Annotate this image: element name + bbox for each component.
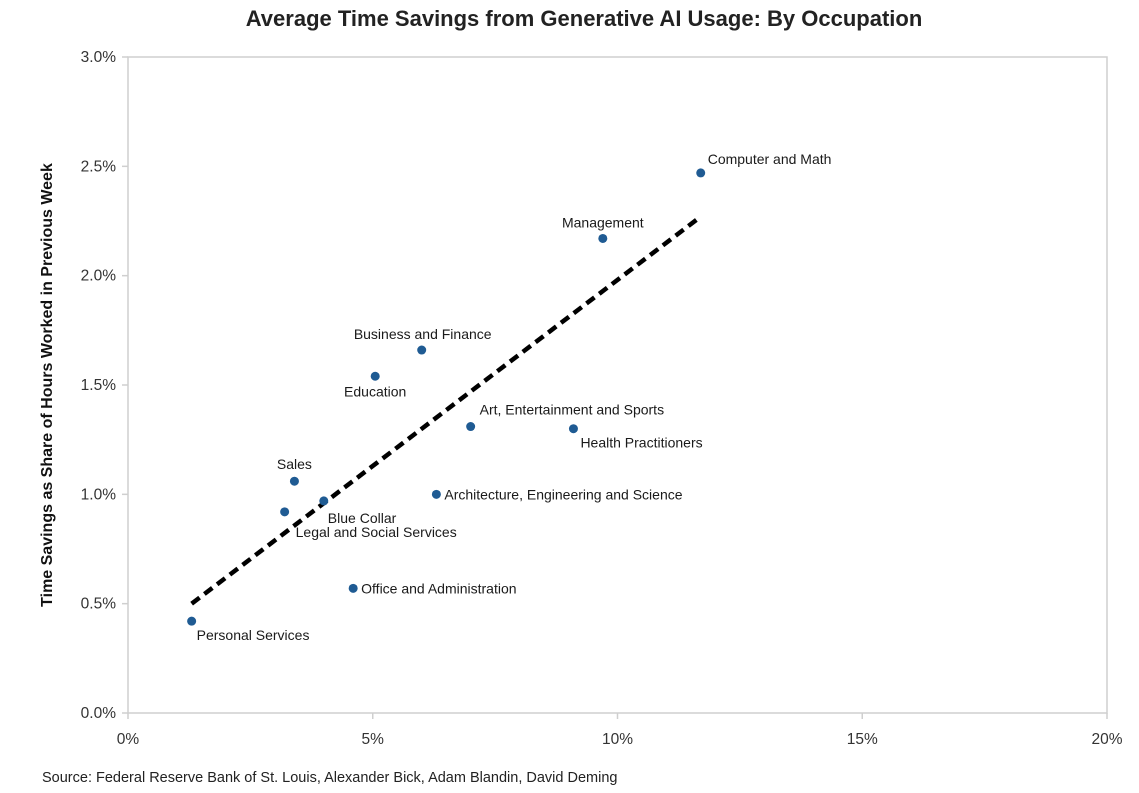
data-point — [696, 168, 706, 178]
y-tick-label: 2.5% — [81, 158, 117, 175]
data-point — [370, 371, 380, 381]
y-tick-label: 0.5% — [81, 596, 117, 613]
plot-frame — [127, 56, 1108, 714]
data-point — [319, 496, 329, 506]
data-point — [598, 233, 608, 243]
y-tick-label: 0.0% — [81, 705, 117, 722]
data-point-label: Computer and Math — [708, 151, 832, 167]
data-point-label: Legal and Social Services — [296, 524, 457, 540]
data-point-label: Architecture, Engineering and Science — [444, 486, 682, 502]
x-tick-label: 10% — [602, 731, 633, 748]
y-tick-label: 1.0% — [81, 486, 117, 503]
y-tick-label: 3.0% — [81, 49, 117, 66]
trendline — [190, 214, 703, 606]
source-note: Source: Federal Reserve Bank of St. Loui… — [42, 770, 618, 786]
x-tick-label: 15% — [847, 731, 878, 748]
data-point — [417, 345, 427, 355]
data-point-label: Blue Collar — [328, 510, 397, 526]
data-point — [348, 583, 358, 593]
chart-title: Average Time Savings from Generative AI … — [245, 6, 923, 31]
data-point-label: Office and Administration — [361, 580, 516, 596]
data-point-label: Personal Services — [197, 627, 310, 643]
data-point-label: Art, Entertainment and Sports — [480, 402, 664, 418]
data-point-label: Management — [562, 214, 644, 230]
data-point — [280, 507, 290, 517]
x-tick-label: 5% — [362, 731, 385, 748]
data-point — [289, 476, 299, 486]
data-point — [466, 422, 476, 432]
data-point-label: Health Practitioners — [580, 435, 702, 451]
data-point — [187, 616, 197, 626]
data-point — [568, 424, 578, 434]
data-point — [431, 489, 441, 499]
x-tick-label: 20% — [1091, 731, 1122, 748]
x-tick-label: 0% — [117, 731, 140, 748]
y-tick-label: 2.0% — [81, 268, 117, 285]
data-point-label: Education — [344, 383, 406, 399]
data-point-label: Sales — [277, 456, 312, 472]
y-tick-label: 1.5% — [81, 377, 117, 394]
data-point-label: Business and Finance — [354, 326, 492, 342]
